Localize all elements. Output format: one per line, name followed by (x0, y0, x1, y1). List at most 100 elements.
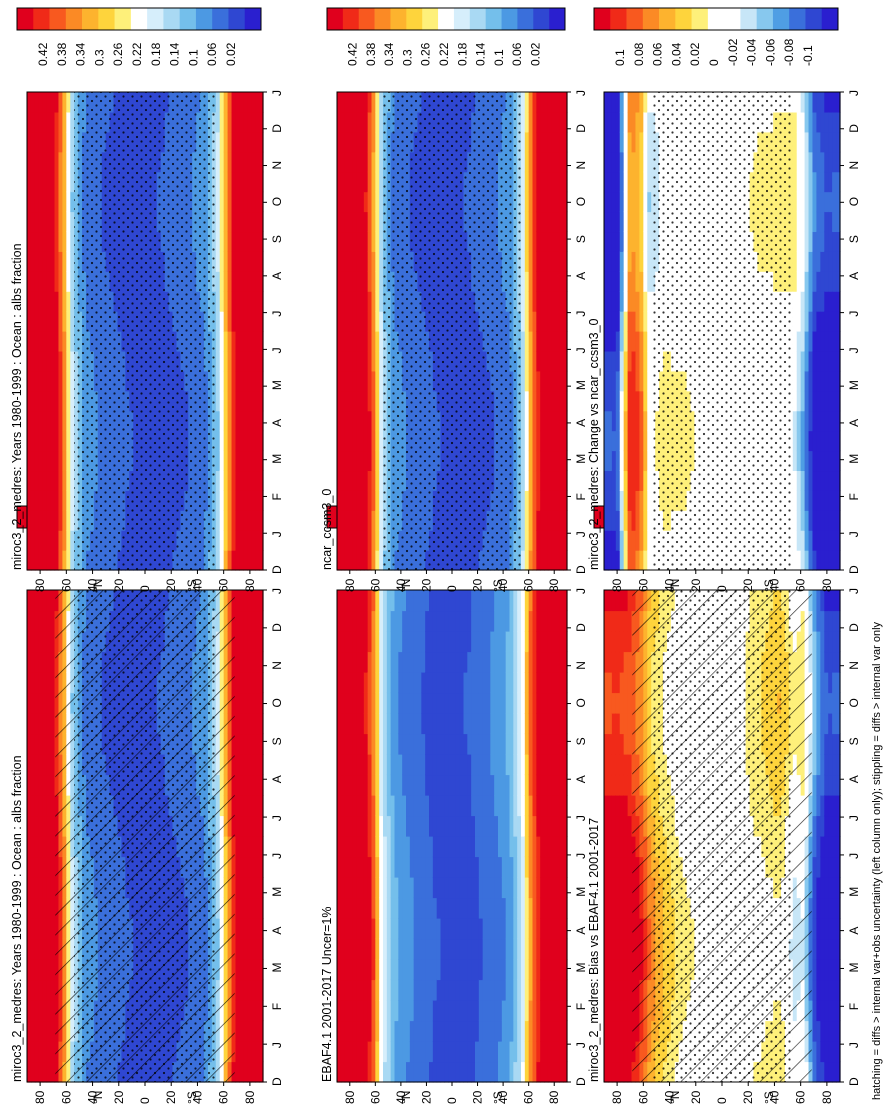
heatmap-cell (27, 131, 32, 153)
heatmap-cell (340, 370, 346, 392)
heatmap-cell (417, 1020, 422, 1042)
heatmap-cell (50, 959, 56, 981)
heatmap-cell (379, 979, 384, 1001)
heatmap-cell (255, 856, 260, 878)
heatmap-cell (390, 815, 396, 837)
heatmap-cell (247, 171, 252, 193)
heatmap-cell (429, 631, 434, 653)
heatmap-cell (505, 897, 511, 919)
heatmap-cell (398, 795, 403, 817)
heatmap-cell (239, 231, 244, 252)
heatmap-cell (348, 713, 353, 735)
heatmap-cell (421, 815, 426, 837)
heatmap-cell (30, 959, 36, 981)
heatmap-cell (348, 1020, 353, 1042)
heatmap-cell (402, 692, 407, 714)
heatmap-cell (58, 251, 63, 272)
heatmap-cell (371, 171, 376, 193)
heatmap-cell (38, 111, 44, 133)
heatmap-cell (251, 331, 256, 352)
heatmap-cell (413, 836, 419, 858)
heatmap-cell (471, 631, 476, 653)
heatmap-cell (402, 959, 407, 981)
heatmap-cell (448, 795, 453, 817)
heatmap-cell (247, 1041, 252, 1063)
heatmap-cell (223, 390, 229, 412)
heatmap-cell (70, 231, 75, 252)
heatmap-cell (379, 938, 384, 960)
heatmap-cell (243, 610, 248, 632)
heatmap-cell (66, 510, 71, 531)
heatmap-cell (62, 171, 67, 193)
heatmap-cell (398, 713, 403, 735)
heatmap-cell (444, 1020, 449, 1042)
heatmap-cell (27, 191, 32, 213)
heatmap-cell (432, 610, 438, 632)
heatmap-cell (34, 350, 40, 372)
heatmap-cell (432, 1020, 438, 1042)
heatmap-cell (409, 610, 415, 632)
heatmap-cell (259, 151, 264, 173)
heatmap-cell (247, 390, 252, 412)
heatmap-cell (455, 856, 461, 878)
heatmap-cell (494, 938, 499, 960)
heatmap-cell (367, 410, 373, 432)
lat-tick-label: 20 (419, 1090, 433, 1104)
heatmap-cell (540, 672, 545, 694)
heatmap-cell (551, 856, 557, 878)
heatmap-cell (38, 733, 44, 755)
heatmap-cell (459, 672, 465, 694)
heatmap-cell (544, 836, 549, 858)
heatmap-cell (436, 959, 442, 981)
heatmap-cell (251, 291, 256, 312)
heatmap-cell (66, 390, 71, 412)
heatmap-cell (66, 430, 71, 452)
heatmap-cell (227, 271, 233, 292)
heatmap-cell (448, 631, 453, 653)
heatmap-cell (417, 856, 422, 878)
heatmap-cell (463, 692, 468, 714)
colorbar-swatch (82, 8, 99, 30)
heatmap-cell (337, 590, 342, 612)
heatmap-cell (348, 918, 353, 940)
heatmap-cell (66, 291, 71, 312)
heatmap-cell (348, 390, 353, 412)
month-tick-label: J (270, 815, 284, 821)
heatmap-cell (352, 191, 357, 213)
lat-tick-label: 60 (217, 578, 231, 592)
month-tick-label: A (574, 927, 588, 935)
heatmap-cell (30, 733, 36, 755)
heatmap-cell (532, 774, 537, 796)
heatmap-cell (50, 291, 56, 312)
heatmap-cell (452, 1041, 457, 1063)
heatmap-cell (371, 470, 376, 491)
heatmap-cell (235, 131, 240, 153)
heatmap-cell (239, 836, 244, 858)
heatmap-cell (239, 291, 244, 312)
heatmap-cell (517, 938, 522, 960)
month-tick-label: M (270, 454, 284, 464)
heatmap-cell (227, 530, 233, 551)
heatmap-cell (490, 938, 495, 960)
heatmap-cell (517, 610, 522, 632)
heatmap-cell (501, 1061, 507, 1083)
heatmap-cell (352, 877, 357, 899)
heatmap-cell (50, 151, 56, 173)
heatmap-cell (478, 918, 484, 940)
heatmap-cell (50, 530, 56, 551)
heatmap-cell (467, 1061, 472, 1083)
heatmap-cell (436, 610, 442, 632)
heatmap-cell (555, 651, 560, 673)
heatmap-cell (517, 897, 522, 919)
heatmap-cell (555, 938, 560, 960)
chart-title: miroc3_2_medres: Years 1980-1999 : Ocean… (10, 755, 24, 1082)
heatmap-cell (521, 877, 526, 899)
lat-tick-label: 40 (496, 1090, 510, 1104)
heatmap-cell (356, 959, 361, 981)
heatmap-cell (463, 672, 468, 694)
lat-tick-label: 60 (522, 1090, 536, 1104)
heatmap-cell (30, 430, 36, 452)
heatmap-cell (532, 877, 537, 899)
heatmap-cell (390, 1020, 396, 1042)
heatmap-cell (360, 470, 365, 491)
